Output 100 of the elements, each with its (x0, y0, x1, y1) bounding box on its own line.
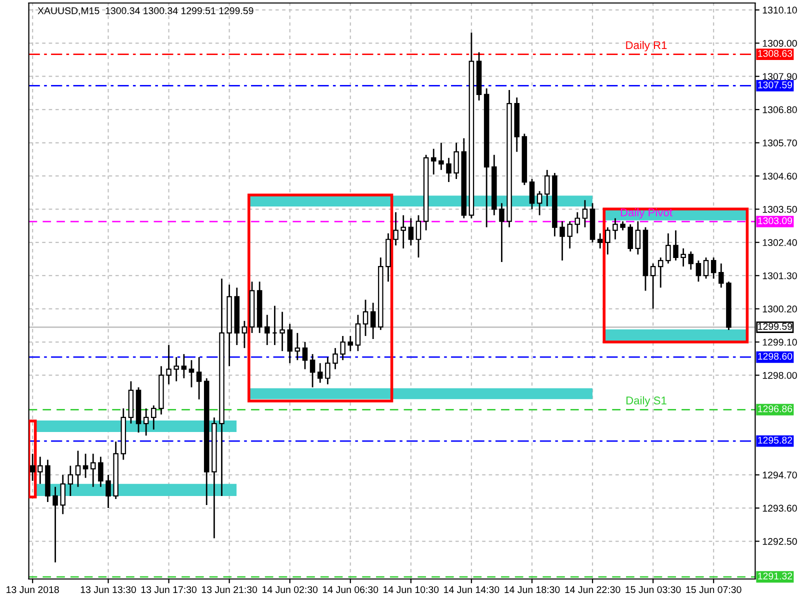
candlestick (60, 474, 66, 515)
candlestick (362, 299, 368, 337)
candlestick (280, 311, 285, 352)
y-tick-label: 1302.40 (762, 239, 797, 246)
candlestick (703, 256, 709, 280)
ref-line-label: Daily R1 (626, 40, 667, 52)
candlestick (688, 250, 694, 270)
candlestick (650, 262, 656, 310)
text: 1298.60 (758, 352, 792, 360)
candlestick (264, 314, 270, 346)
candlestick (544, 169, 550, 207)
y-tick-label: 1294.70 (762, 472, 797, 478)
candlestick (166, 344, 172, 385)
ref-line-label: Daily Pivot (620, 208, 672, 219)
text: 1308.63 (758, 50, 792, 57)
x-tick-label: 14 Jun 02:30 (262, 586, 318, 594)
candlestick (438, 142, 444, 171)
text: 1296.86 (758, 405, 792, 412)
y-tick-label: 1304.60 (762, 172, 797, 180)
candlestick (75, 450, 81, 488)
candlestick (393, 212, 398, 246)
candlestick (52, 486, 58, 564)
candlestick (68, 465, 74, 497)
candlestick (574, 212, 580, 234)
x-tick-label: 13 Jun 21:30 (202, 586, 258, 594)
text: 1307.59 (758, 81, 792, 88)
text: 1291.32 (758, 572, 792, 580)
x-tick-label: 14 Jun 18:30 (504, 586, 560, 594)
candlestick (242, 320, 248, 349)
candlestick (430, 148, 436, 176)
text: 1303.09 (758, 217, 792, 224)
candlestick (196, 356, 202, 400)
candlestick (680, 248, 686, 268)
y-tick-label: 1292.50 (762, 538, 797, 545)
y-tick-label: 1307.90 (762, 73, 797, 80)
candlestick (529, 178, 535, 210)
candlestick (597, 232, 603, 250)
candlestick (567, 220, 572, 250)
candlestick (612, 218, 618, 240)
candlestick (582, 199, 588, 228)
candlestick (310, 353, 316, 388)
y-tick-label: 1299.10 (762, 338, 797, 346)
x-tick-label: 13 Jun 2018 (6, 586, 59, 594)
candlestick (446, 157, 452, 183)
y-tick-label: 1300.20 (762, 306, 797, 312)
candlestick (181, 353, 187, 379)
candlestick (370, 302, 376, 340)
candlestick (400, 214, 406, 250)
candlestick (325, 356, 330, 385)
candlestick (416, 214, 422, 258)
candlestick (340, 335, 346, 361)
candlestick (151, 404, 156, 430)
candlestick (696, 260, 702, 282)
candlestick (348, 335, 354, 352)
x-tick-label: 15 Jun 03:30 (626, 586, 681, 594)
candlestick (287, 323, 292, 364)
candlestick (188, 359, 194, 388)
y-tick-label: 1310.10 (762, 6, 797, 14)
candlestick (560, 220, 565, 262)
candlestick (294, 332, 300, 361)
text: 1299.59 (758, 322, 792, 330)
candlestick (82, 453, 88, 479)
candlestick (408, 218, 414, 246)
candlestick (666, 232, 671, 264)
x-tick-label: 13 Jun 17:30 (141, 586, 197, 594)
candlestick (710, 256, 716, 280)
candlestick (673, 230, 678, 262)
y-tick-label: 1305.70 (762, 140, 797, 146)
candlestick (174, 356, 179, 382)
text: 1295.82 (758, 436, 792, 444)
candlestick (90, 453, 96, 488)
x-tick-label: 13 Jun 13:30 (80, 586, 136, 594)
candlestick (98, 456, 104, 488)
candlestick (499, 202, 504, 263)
x-tick-label: 14 Jun 10:30 (384, 586, 439, 594)
y-tick-label: 1301.30 (762, 272, 797, 280)
candlestick (302, 341, 308, 370)
candlestick (635, 220, 641, 256)
x-tick-label: 14 Jun 22:30 (565, 586, 620, 594)
y-tick-label: 1298.00 (762, 372, 797, 379)
ref-line-label: Daily S1 (626, 396, 666, 407)
y-tick-label: 1303.50 (762, 206, 797, 213)
candlestick (332, 347, 338, 370)
candlestick (718, 262, 724, 288)
x-tick-label: 15 Jun 07:30 (686, 586, 742, 594)
candlestick (658, 256, 664, 288)
candlestick (605, 226, 610, 256)
candlestick (38, 456, 43, 485)
y-tick-label: 1293.60 (762, 504, 797, 512)
candlestick (317, 362, 323, 384)
chart-title: XAUUSD,M15 1300.34 1300.34 1299.51 1299.59 (38, 7, 254, 16)
y-tick-label: 1306.80 (762, 106, 797, 114)
candlestick (628, 224, 633, 252)
candlestick (355, 314, 361, 352)
candlestick (620, 220, 626, 232)
y-tick-label: 1309.00 (762, 40, 797, 47)
candlestick (143, 408, 149, 436)
candlestick (454, 142, 459, 180)
x-tick-label: 14 Jun 14:30 (444, 586, 500, 594)
x-tick-label: 14 Jun 06:30 (323, 586, 378, 594)
